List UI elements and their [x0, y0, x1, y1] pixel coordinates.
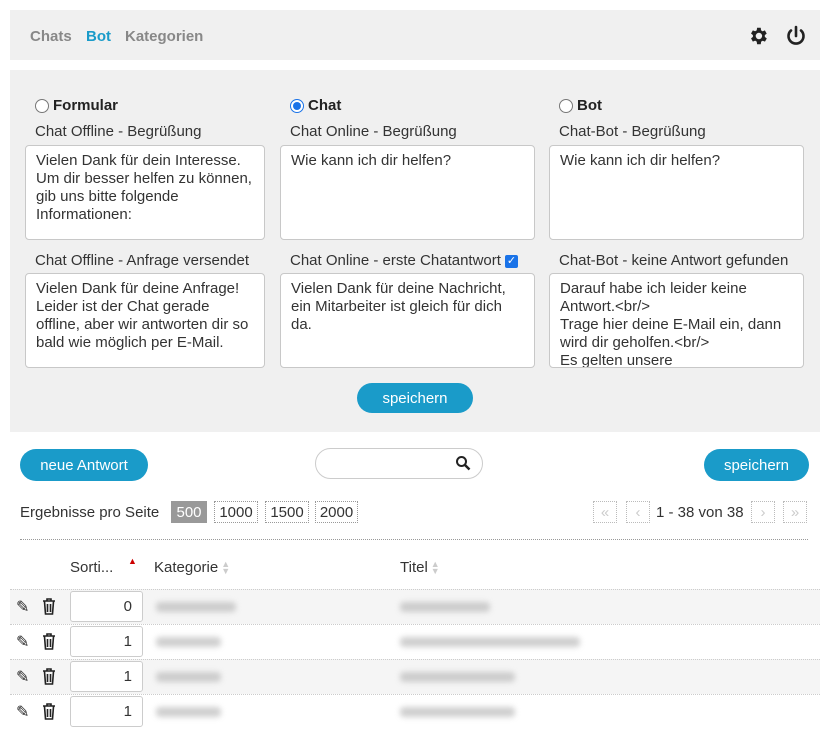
category-cell	[156, 602, 236, 612]
table-row	[10, 624, 820, 659]
order-input[interactable]: 0	[70, 591, 143, 622]
new-answer-button[interactable]: neue Antwort	[20, 449, 148, 481]
trash-icon[interactable]	[42, 598, 56, 615]
last-page-icon[interactable]: »	[783, 501, 807, 523]
trash-icon[interactable]	[42, 703, 56, 720]
radio-label: Bot	[577, 97, 602, 114]
radio-bot[interactable]: Bot	[559, 97, 602, 114]
order-input[interactable]: 1	[70, 661, 143, 692]
radio-formular[interactable]: Formular	[35, 97, 118, 114]
online-greeting-textarea[interactable]: Wie kann ich dir helfen?	[280, 145, 535, 240]
column-label: Titel	[400, 559, 428, 576]
category-cell	[156, 637, 221, 647]
first-answer-checkbox[interactable]: ✓	[504, 254, 518, 268]
table-row	[10, 694, 820, 729]
next-page-icon[interactable]: ›	[751, 501, 775, 523]
label-offline-greeting: Chat Offline - Begrüßung	[35, 123, 202, 140]
category-cell	[156, 672, 221, 682]
title-cell	[400, 707, 515, 717]
settings-panel	[10, 70, 820, 432]
label-text: Chat Online - erste Chatantwort	[290, 252, 501, 269]
order-input[interactable]: 1	[70, 696, 143, 727]
title-cell	[400, 672, 515, 682]
order-input[interactable]: 1	[70, 626, 143, 657]
pencil-icon[interactable]: ✎	[16, 634, 30, 651]
label-bot-greeting: Chat-Bot - Begrüßung	[559, 123, 706, 140]
offline-greeting-textarea[interactable]: Vielen Dank für dein Interesse. Um dir b…	[25, 145, 265, 240]
trash-icon[interactable]	[42, 633, 56, 650]
sort-asc-icon[interactable]: ▲	[128, 556, 137, 566]
column-kategorie[interactable]: Kategorie ▲ ▼	[154, 559, 230, 576]
category-cell	[156, 707, 221, 717]
label-online-first: Chat Online - erste Chatantwort ✓	[290, 252, 518, 269]
per-page-1500[interactable]: 1500	[265, 501, 309, 523]
trash-icon[interactable]	[42, 668, 56, 685]
radio-chat[interactable]: Chat	[290, 97, 341, 114]
per-page-2000[interactable]: 2000	[315, 501, 358, 523]
radio-label: Formular	[53, 97, 119, 114]
bot-no-answer-textarea[interactable]: Darauf habe ich leider keine Antwort.<br…	[549, 273, 804, 368]
offline-sent-textarea[interactable]: Vielen Dank für deine Anfrage! Leider is…	[25, 273, 265, 368]
per-page-500[interactable]: 500	[171, 501, 207, 523]
gear-icon[interactable]	[747, 25, 769, 47]
pencil-icon[interactable]: ✎	[16, 669, 30, 686]
column-label: Kategorie	[154, 559, 219, 576]
nav-bot[interactable]: Bot	[86, 28, 111, 45]
pencil-icon[interactable]: ✎	[16, 599, 30, 616]
search-icon[interactable]	[455, 455, 471, 471]
sort-icon: ▲ ▼	[430, 559, 440, 577]
pencil-icon[interactable]: ✎	[16, 704, 30, 721]
search-input[interactable]	[315, 448, 483, 479]
per-page-1000[interactable]: 1000	[214, 501, 258, 523]
column-titel[interactable]: Titel ▲ ▼	[400, 559, 440, 576]
divider	[20, 539, 808, 540]
nav-chats[interactable]: Chats	[30, 28, 72, 45]
label-offline-sent: Chat Offline - Anfrage versendet	[35, 252, 250, 269]
label-online-greeting: Chat Online - Begrüßung	[290, 123, 457, 140]
page-range: 1 - 38 von 38	[656, 504, 744, 521]
nav-kategorien[interactable]: Kategorien	[125, 28, 204, 45]
prev-page-icon[interactable]: ‹	[626, 501, 650, 523]
per-page-label: Ergebnisse pro Seite	[20, 504, 160, 521]
power-icon[interactable]	[784, 24, 808, 48]
title-cell	[400, 637, 580, 647]
label-bot-no-answer: Chat-Bot - keine Antwort gefunden	[559, 252, 789, 269]
column-sort[interactable]: Sorti...	[70, 559, 114, 576]
top-bar	[10, 10, 820, 60]
save-button[interactable]: speichern	[704, 449, 809, 481]
first-page-icon[interactable]: «	[593, 501, 617, 523]
panel-save-button[interactable]: speichern	[357, 383, 473, 413]
radio-label: Chat	[308, 97, 342, 114]
sort-icon: ▲ ▼	[221, 559, 231, 577]
title-cell	[400, 602, 490, 612]
online-first-textarea[interactable]: Vielen Dank für deine Nachricht, ein Mit…	[280, 273, 535, 368]
bot-greeting-textarea[interactable]: Wie kann ich dir helfen?	[549, 145, 804, 240]
